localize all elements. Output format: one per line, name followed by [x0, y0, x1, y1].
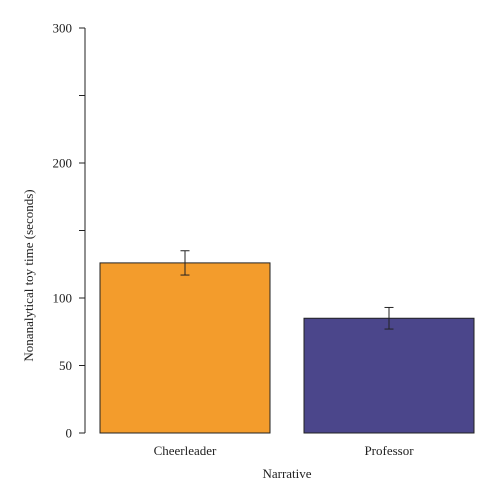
x-tick-label: Cheerleader [154, 443, 217, 458]
x-tick-labels: Cheerleader Professor [154, 443, 415, 458]
y-tick-label: 300 [53, 21, 73, 36]
y-axis: 0 50 100 200 300 [53, 21, 86, 441]
error-bar-professor [384, 306, 394, 330]
x-tick-label: Professor [364, 443, 414, 458]
bar-professor [303, 317, 475, 434]
y-tick-label: 100 [53, 291, 73, 306]
y-tick-label: 200 [53, 156, 73, 171]
bars [99, 250, 475, 434]
y-tick-label: 50 [59, 358, 72, 373]
x-axis-title: Narrative [262, 466, 311, 481]
bar-cheerleader [99, 262, 271, 434]
y-axis-title: Nonanalytical toy time (seconds) [21, 189, 36, 361]
y-tick-label: 0 [66, 426, 73, 441]
error-bar-cheerleader [180, 250, 190, 276]
